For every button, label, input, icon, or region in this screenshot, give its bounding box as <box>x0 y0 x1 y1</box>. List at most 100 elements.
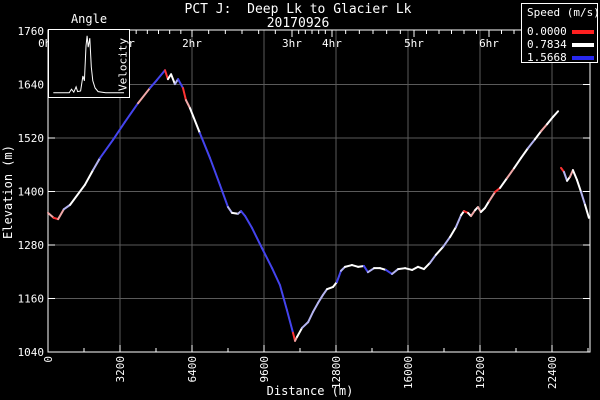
gps-track2-segment <box>580 190 587 206</box>
gps-track-segment <box>551 110 560 119</box>
legend-value: 0.0000 <box>527 25 567 38</box>
gps-track-segment <box>188 107 201 135</box>
y-tick-label: 1160 <box>18 293 45 306</box>
gps-track-segment <box>285 309 295 334</box>
gps-track-segment <box>429 253 437 264</box>
x-axis-label: Distance (m) <box>266 384 354 398</box>
gps-track-segment <box>92 157 101 172</box>
gps-track-segment <box>244 215 254 230</box>
legend-value: 0.7834 <box>527 38 567 51</box>
gps-track-segment <box>411 265 419 271</box>
gps-track-segment <box>83 169 94 186</box>
gps-track-segment <box>335 269 342 284</box>
gps-track-segment <box>326 285 335 291</box>
hour-label: 2hr <box>182 37 202 50</box>
hour-label: 4hr <box>322 37 342 50</box>
legend-title: Speed (m/s) <box>527 6 600 19</box>
gps-track-segment <box>332 281 338 288</box>
hour-label: 6hr <box>479 37 499 50</box>
gps-track-segment <box>499 177 508 189</box>
gps-track-segment <box>137 87 151 105</box>
gps-track-segment <box>321 288 328 296</box>
y-tick-label: 1280 <box>18 239 45 252</box>
y-tick-label: 1640 <box>18 79 45 92</box>
gps-track-segment <box>112 120 126 141</box>
speed-legend: Speed (m/s) 0.0000 0.7834 1.5668 <box>521 3 600 64</box>
gps-track-segment <box>397 267 407 271</box>
gps-track-segment <box>488 190 497 203</box>
gps-track-segment <box>177 78 184 90</box>
hour-label: 3hr <box>282 37 302 50</box>
y-tick-label: 1520 <box>18 132 45 145</box>
x-tick-label: 3200 <box>114 356 127 383</box>
gps-track-segment <box>98 138 115 160</box>
gps-track-segment <box>278 284 288 312</box>
gps-track-segment <box>260 247 274 270</box>
gps-track-segment <box>506 167 515 180</box>
gps-track-segment <box>416 265 425 271</box>
gps-track-segment <box>533 130 542 141</box>
gps-track-segment <box>434 245 445 256</box>
gps-track-segment <box>539 123 549 133</box>
gps-track-segment <box>47 211 55 219</box>
gps-track-segment <box>271 267 281 287</box>
gps-track-segment <box>404 267 414 271</box>
y-tick-label: 1400 <box>18 186 45 199</box>
gps-track-segment <box>391 268 400 275</box>
gps-track-segment <box>422 261 432 271</box>
gps-track2-segment <box>575 178 583 193</box>
angle-inset-title: Angle <box>70 12 108 26</box>
gps-track-segment <box>483 200 490 209</box>
gps-track-segment <box>240 210 247 218</box>
gps-track-segment <box>62 203 72 211</box>
gps-track-segment <box>301 321 310 329</box>
gps-track-segment <box>546 116 554 126</box>
gps-track-segment <box>57 208 65 221</box>
gps-track-segment <box>442 235 452 248</box>
angle-histogram-curve <box>53 35 124 94</box>
gps-track-segment <box>526 138 536 150</box>
gps-track-segment <box>366 267 376 274</box>
y-tick-label: 1760 <box>18 25 45 38</box>
gps-track-segment <box>184 99 191 110</box>
speed-mid-swatch <box>572 42 594 47</box>
gps-track-segment <box>164 69 169 81</box>
gps-track-segment <box>123 102 139 123</box>
gps-track-segment <box>454 214 463 229</box>
gps-track-segment <box>198 132 211 160</box>
gps-track-segment <box>384 268 394 275</box>
speed-max-swatch <box>572 55 594 60</box>
legend-entry: 0.7834 <box>527 38 594 51</box>
gps-track-segment <box>317 293 324 304</box>
x-tick-label: 6400 <box>186 356 199 383</box>
x-tick-label: 12800 <box>330 356 343 389</box>
angle-histogram <box>53 35 124 94</box>
gps-track-segment <box>218 183 229 209</box>
velocity-inset-label: Velocity <box>116 38 130 91</box>
gps-track-segment <box>69 183 86 206</box>
x-tick-label: 19200 <box>474 356 487 389</box>
legend-entry: 0.0000 <box>527 25 594 38</box>
speed-min-swatch <box>572 29 594 34</box>
gps-track-segment <box>307 310 315 324</box>
legend-value: 1.5668 <box>527 51 567 64</box>
gps-track-segment <box>312 301 319 313</box>
gps-track2-segment <box>584 203 590 219</box>
gps-track-segment <box>379 267 387 271</box>
gps-track-segment <box>494 186 502 193</box>
gps-track-segment <box>227 206 234 214</box>
gps-track-segment <box>449 226 457 238</box>
gps-track-segment <box>512 157 522 170</box>
chart-title: PCT J: Deep Lk to Glacier Lk <box>184 2 412 17</box>
gps-track-segment <box>350 264 360 268</box>
gps-track-segment <box>296 326 304 338</box>
gps-track-segment <box>344 264 353 268</box>
hour-label: 5hr <box>404 37 424 50</box>
legend-entry: 1.5668 <box>527 51 594 64</box>
gps-track-segment <box>170 73 176 86</box>
gps-track-segment <box>470 209 477 218</box>
gps-track-segment <box>148 79 158 90</box>
chart-subtitle: 20170926 <box>266 16 330 31</box>
gps-track-segment <box>155 69 166 82</box>
x-tick-label: 22400 <box>546 356 559 389</box>
